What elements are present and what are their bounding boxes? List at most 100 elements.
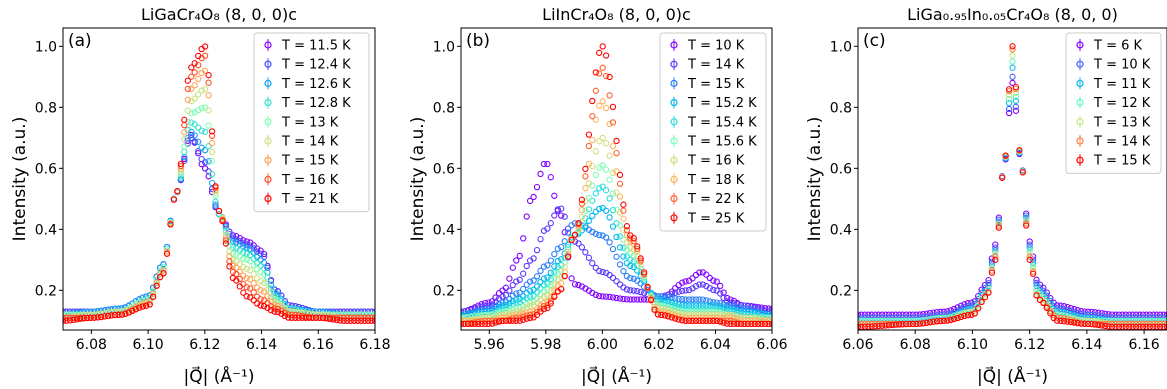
data-point	[240, 289, 247, 296]
data-point	[933, 318, 941, 325]
data-point	[892, 321, 899, 328]
data-point	[913, 320, 920, 328]
data-point	[160, 264, 167, 271]
data-point	[654, 305, 662, 312]
legend-marker	[670, 41, 678, 49]
legend-label: T = 12.8 K	[281, 96, 351, 111]
data-point	[330, 316, 337, 323]
data-point	[509, 317, 516, 324]
data-point	[188, 119, 195, 126]
data-point	[682, 296, 689, 303]
data-point	[160, 261, 167, 268]
chart-title: LiInCr₄O₈ (8, 0, 0)ᴄ	[542, 5, 691, 24]
data-point	[1005, 105, 1013, 113]
data-point	[1143, 317, 1150, 324]
data-point	[616, 222, 624, 229]
data-point	[288, 314, 295, 321]
data-point	[309, 314, 316, 321]
data-point	[526, 293, 534, 300]
data-point	[668, 314, 675, 321]
data-point	[533, 308, 541, 315]
data-point	[613, 189, 620, 196]
data-point	[968, 302, 975, 309]
data-point	[954, 314, 961, 322]
data-point	[488, 298, 496, 305]
data-point	[620, 236, 627, 243]
data-point	[882, 322, 889, 329]
data-point	[530, 277, 537, 284]
data-point	[226, 238, 233, 245]
data-point	[1009, 43, 1016, 50]
data-point	[201, 43, 209, 50]
data-point	[558, 285, 565, 293]
data-point	[988, 269, 996, 276]
data-point	[616, 180, 624, 187]
data-point	[208, 171, 216, 178]
legend-entry: T = 11.5 K	[264, 39, 351, 54]
data-point	[582, 222, 589, 229]
data-point	[606, 152, 613, 159]
legend-label: T = 15.6 K	[687, 135, 757, 150]
data-point	[267, 277, 275, 285]
data-point	[201, 52, 209, 59]
data-point	[875, 311, 882, 318]
data-point	[482, 320, 489, 328]
data-point	[1126, 311, 1133, 318]
data-point	[191, 95, 198, 102]
panel-b: 5.96 5.98 6.00 6.02 6.04 6.06 0.2 0.4 0.6 0.8 1.0 L…	[408, 5, 788, 387]
data-point	[909, 320, 917, 328]
data-point	[1126, 317, 1133, 324]
data-point	[520, 293, 527, 300]
data-point	[73, 316, 81, 323]
data-point	[717, 282, 724, 290]
data-point	[761, 317, 769, 324]
data-point	[305, 314, 313, 321]
data-point	[734, 304, 741, 311]
data-point	[340, 317, 347, 324]
data-point	[630, 287, 637, 294]
data-point	[616, 171, 624, 179]
data-point	[865, 317, 872, 324]
data-point	[896, 311, 903, 318]
data-point	[609, 294, 617, 301]
data-point	[937, 317, 944, 325]
legend-marker	[670, 156, 678, 164]
data-point	[630, 258, 637, 265]
data-point	[271, 305, 278, 312]
legend-label: T = 11.5 K	[281, 39, 351, 54]
data-point	[156, 270, 164, 278]
data-point	[526, 314, 534, 322]
data-point	[599, 204, 606, 212]
data-point	[985, 286, 992, 293]
data-point	[247, 276, 254, 283]
data-point	[606, 176, 613, 183]
data-point	[495, 300, 503, 308]
data-point	[285, 305, 292, 312]
legend: T = 10 K T = 14 K T = 15 K T = 15.2 K T = 15…	[659, 32, 767, 232]
data-point	[899, 311, 906, 318]
data-point	[609, 169, 617, 177]
y-axis-label: Intensity (a.u.)	[408, 117, 428, 242]
legend-entry: T = 12.6 K	[264, 77, 351, 92]
data-point	[319, 314, 327, 322]
data-point	[1153, 317, 1160, 324]
data-point	[920, 320, 927, 327]
x-tick-label: 6.14	[1071, 337, 1102, 353]
data-point	[599, 64, 606, 71]
data-point	[582, 207, 589, 214]
data-point	[1033, 276, 1040, 283]
data-point	[351, 317, 358, 324]
data-point	[968, 299, 975, 306]
data-point	[878, 322, 886, 329]
legend-marker	[670, 118, 678, 126]
data-point	[968, 305, 975, 312]
legend-entry: T = 12 K	[1076, 96, 1151, 111]
data-point	[271, 298, 278, 306]
data-point	[146, 295, 153, 302]
data-point	[744, 320, 751, 328]
data-point	[153, 279, 160, 286]
legend-marker	[1076, 41, 1084, 49]
data-point	[875, 322, 882, 330]
data-point	[606, 214, 613, 221]
data-point	[243, 244, 250, 251]
